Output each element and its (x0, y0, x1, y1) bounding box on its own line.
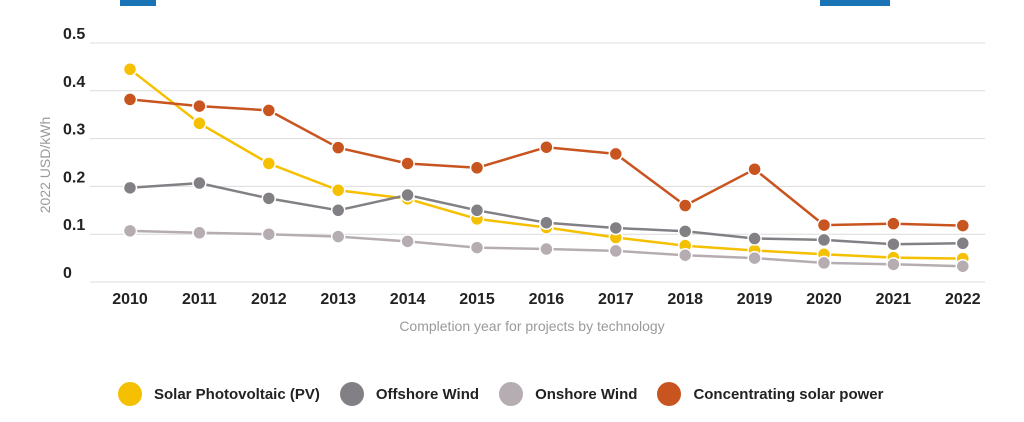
data-point (677, 198, 693, 213)
data-point (886, 216, 901, 231)
data-point (886, 257, 901, 272)
data-point (261, 156, 277, 171)
data-point (539, 241, 554, 257)
data-point (469, 160, 485, 176)
y-tick-label: 0.5 (63, 26, 85, 43)
legend-item: Solar Photovoltaic (PV) (118, 382, 320, 406)
series-lines (129, 68, 963, 268)
x-tick-label: 2011 (182, 291, 217, 308)
title-fragment-right (820, 0, 890, 6)
data-point (955, 218, 971, 233)
data-point (886, 236, 901, 252)
legend: Solar Photovoltaic (PV) Offshore Wind Onsh… (118, 382, 903, 406)
x-tick-label: 2015 (459, 291, 495, 308)
legend-label: Solar Photovoltaic (PV) (154, 385, 320, 403)
data-point (816, 232, 832, 248)
data-point (122, 62, 138, 77)
data-point (608, 243, 624, 259)
data-point (955, 258, 971, 274)
gridlines (90, 42, 985, 283)
legend-label: Onshore Wind (535, 385, 638, 403)
data-point (677, 224, 693, 239)
legend-label: Offshore Wind (375, 385, 480, 403)
data-point (469, 203, 485, 218)
x-tick-label: 2010 (112, 291, 148, 308)
data-point (747, 231, 762, 246)
data-point (261, 191, 277, 206)
x-tick-label: 2017 (598, 291, 634, 308)
legend-item: Offshore Wind (339, 382, 480, 406)
data-point (816, 255, 832, 271)
y-tick-label: 0 (63, 265, 72, 282)
data-point (261, 103, 277, 118)
x-tick-label: 2014 (390, 291, 426, 308)
legend-swatch (118, 382, 142, 406)
data-point (400, 234, 415, 249)
data-point (261, 226, 277, 242)
line-chart: 00.10.20.30.40.5 2010 2011 2012 2013 2014 201… (37, 0, 985, 334)
data-point (122, 180, 138, 196)
data-point (747, 161, 762, 177)
y-axis-title: 2022 USD/kWh (37, 117, 53, 213)
data-point (330, 182, 346, 198)
title-fragment-left (120, 0, 156, 6)
y-axis-ticks: 0 0.1 0.2 0.3 0.4 0.5 (63, 26, 85, 282)
x-tick-label: 2018 (667, 291, 703, 308)
data-point (400, 187, 415, 203)
x-tick-label: 2016 (529, 291, 565, 308)
x-tick-label: 2012 (251, 291, 287, 308)
data-point (608, 220, 624, 236)
x-tick-label: 2022 (945, 291, 981, 308)
x-axis-title: Completion year for projects by technolo… (399, 318, 664, 334)
y-tick-label: 0.2 (63, 169, 85, 186)
data-point (608, 146, 624, 162)
data-point (816, 217, 832, 233)
legend-item: Onshore Wind (499, 382, 637, 406)
legend-swatch (339, 382, 364, 406)
legend-label: Concentrating solar power (693, 385, 884, 403)
x-tick-label: 2021 (876, 291, 912, 308)
data-point (539, 139, 554, 155)
data-point (330, 140, 346, 155)
data-point (192, 225, 207, 241)
data-point (469, 240, 485, 255)
data-point (192, 98, 207, 114)
legend-swatch (499, 382, 524, 406)
series-points (122, 62, 971, 274)
data-point (122, 223, 138, 239)
x-tick-label: 2020 (806, 291, 842, 308)
title-fragments (120, 0, 890, 6)
data-point (747, 250, 762, 266)
data-point (539, 215, 554, 230)
series-line-3 (129, 98, 963, 227)
x-axis-ticks: 2010 2011 2012 2013 2014 2015 2016 2017 2018 2019… (112, 291, 980, 308)
x-tick-label: 2013 (320, 291, 356, 308)
data-point (330, 203, 346, 218)
data-point (192, 175, 207, 191)
data-point (330, 229, 346, 244)
x-tick-label: 2019 (737, 291, 773, 308)
y-tick-label: 0.4 (63, 74, 85, 91)
legend-item: Concentrating solar power (657, 382, 883, 406)
data-point (677, 247, 693, 263)
y-tick-label: 0.1 (63, 217, 85, 234)
data-point (122, 92, 138, 107)
data-point (955, 236, 971, 251)
data-point (192, 116, 207, 131)
y-tick-label: 0.3 (63, 122, 85, 139)
data-point (400, 156, 415, 171)
legend-swatch (657, 382, 682, 406)
